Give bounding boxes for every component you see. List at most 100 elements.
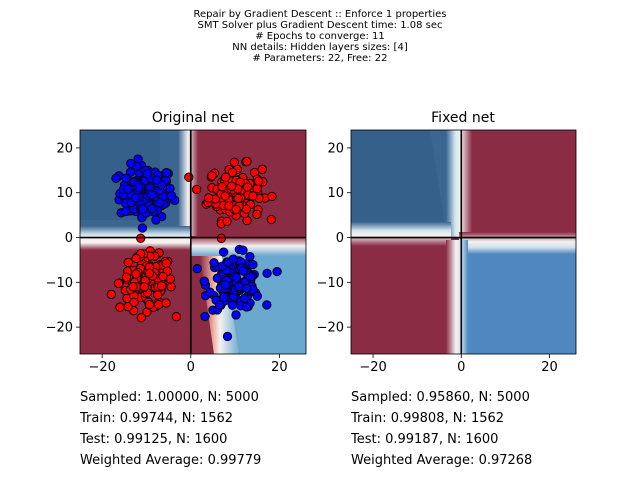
scatter-point: [241, 302, 252, 312]
y-tick-label: −10: [46, 276, 73, 291]
scatter-point: [222, 216, 232, 227]
surface-horizontal-boundary-left-lower: [80, 238, 190, 250]
scatter-point: [272, 266, 282, 277]
scatter-point: [166, 191, 177, 201]
scatter-point: [262, 300, 272, 310]
scatter-point: [252, 209, 262, 219]
scatter-point: [121, 206, 131, 217]
scatter-point: [131, 269, 141, 279]
scatter-point: [217, 182, 227, 192]
x-tick-label: −20: [88, 360, 115, 375]
fixed-net-stats: Sampled: 0.95860, N: 5000 Train: 0.99808…: [351, 387, 532, 471]
scatter-point: [161, 168, 172, 178]
scatter-point: [199, 276, 209, 286]
scatter-point: [121, 272, 132, 282]
scatter-point: [218, 247, 229, 257]
x-tick-label: 20: [541, 360, 558, 375]
fixed-net-axis-ticks: −20 0 20 −20 −10 0 10 20: [317, 141, 558, 375]
scatter-point: [139, 282, 149, 292]
scatter-point: [228, 254, 238, 264]
fixed-net-panel: −20 0 20 −20 −10 0 10 20 Fixed net: [317, 110, 577, 375]
scatter-point: [219, 292, 229, 303]
scatter-point: [144, 268, 155, 278]
y-tick-label: 0: [336, 231, 344, 246]
fixed-net-decision-surface: [351, 130, 576, 354]
surface-horizontal-boundary-right: [459, 232, 576, 254]
scatter-point: [106, 289, 116, 300]
scatter-point: [153, 300, 164, 310]
suptitle-line-title: Repair by Gradient Descent :: Enforce 1 …: [193, 9, 447, 20]
scatter-point: [147, 190, 157, 200]
scatter-point: [224, 201, 234, 211]
scatter-point: [231, 204, 241, 215]
scatter-point: [257, 164, 267, 174]
suptitle-line-time: SMT Solver plus Gradient Descent time: 1…: [197, 20, 443, 31]
scatter-point: [214, 300, 225, 310]
scatter-point: [129, 297, 139, 307]
surface-vertical-boundary-upper: [446, 130, 472, 238]
scatter-point: [241, 283, 252, 294]
original-net-title: Original net: [152, 110, 235, 126]
original-net-decision-surface: [80, 130, 306, 354]
scatter-point: [115, 302, 125, 312]
scatter-point: [266, 214, 276, 225]
scatter-point: [252, 183, 262, 194]
scatter-point: [134, 182, 144, 192]
scatter-point: [192, 264, 202, 274]
scatter-point: [155, 198, 165, 208]
scatter-point: [221, 280, 231, 290]
surface-vertical-boundary-upper: [178, 130, 198, 238]
fixed-net-weighted-average: Weighted Average: 0.97268: [351, 453, 533, 468]
scatter-point: [131, 193, 141, 203]
original-net-axes-frame: [79, 129, 307, 355]
surface-bottom-right-blue: [461, 248, 576, 354]
scatter-point: [152, 175, 162, 185]
scatter-point: [239, 293, 250, 304]
fixed-net-title: Fixed net: [431, 110, 495, 126]
scatter-point: [184, 172, 194, 182]
scatter-point: [238, 266, 248, 276]
scatter-point: [231, 272, 242, 283]
y-tick-label: −10: [317, 276, 344, 291]
scatter-point: [126, 158, 136, 169]
scatter-point: [156, 281, 167, 291]
suptitle-line-epochs: # Epochs to converge: 11: [255, 31, 385, 42]
scatter-point: [234, 281, 244, 292]
scatter-point: [142, 169, 153, 179]
scatter-point: [246, 272, 256, 282]
y-tick-label: −20: [317, 321, 344, 336]
scatter-point: [147, 203, 157, 214]
y-tick-label: 10: [327, 186, 344, 201]
original-net-panel: −20 0 20 −20 −10 0 10 20 Original net: [46, 110, 307, 375]
surface-horizontal-boundary-left: [351, 222, 451, 246]
x-tick-label: 20: [271, 360, 288, 375]
scatter-point: [253, 176, 264, 186]
fixed-net-train: Train: 0.99808, N: 1562: [351, 411, 505, 426]
scatter-point: [123, 184, 133, 194]
scatter-point: [262, 268, 272, 278]
scatter-point: [207, 171, 217, 181]
original-net-scatter-points: [106, 154, 282, 342]
scatter-point: [166, 282, 176, 292]
fixed-net-sampled: Sampled: 0.95860, N: 5000: [351, 390, 530, 405]
fixed-net-test: Test: 0.99187, N: 1600: [351, 432, 499, 447]
original-net-stats: Sampled: 1.00000, N: 5000 Train: 0.99744…: [80, 387, 261, 471]
scatter-point: [121, 173, 131, 183]
original-net-weighted-average: Weighted Average: 0.99779: [80, 453, 262, 468]
scatter-point: [144, 299, 155, 310]
scatter-point: [222, 331, 233, 342]
scatter-point: [128, 282, 138, 292]
y-tick-label: 0: [65, 231, 73, 246]
surface-horizontal-boundary-left: [80, 226, 190, 240]
scatter-point: [138, 204, 148, 215]
scatter-point: [153, 290, 163, 300]
scatter-point: [227, 300, 238, 310]
scatter-point: [238, 245, 248, 255]
scatter-point: [231, 310, 241, 320]
original-net-test: Test: 0.99125, N: 1600: [80, 432, 228, 447]
scatter-point: [131, 253, 141, 264]
surface-top-left-blue-inner: [351, 130, 445, 224]
y-tick-label: 10: [56, 186, 73, 201]
fixed-net-axes-frame: [350, 129, 577, 355]
y-tick-label: 20: [327, 141, 344, 156]
